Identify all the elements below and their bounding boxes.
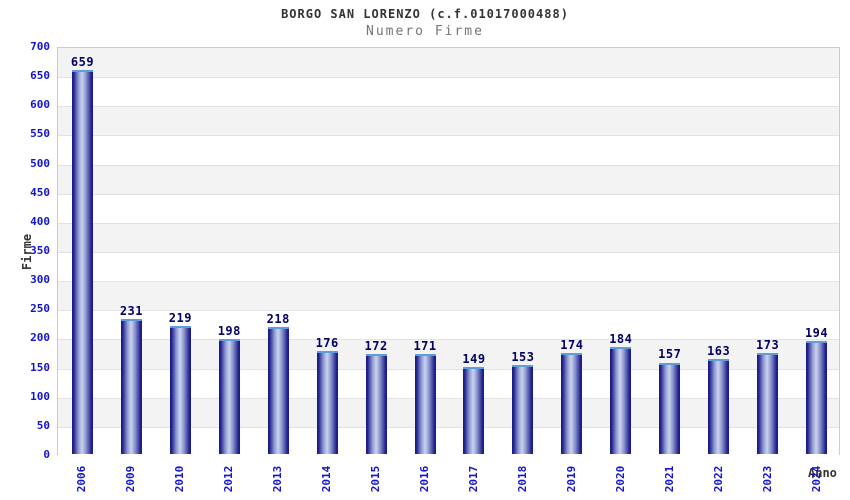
y-tick-label: 450 [30, 185, 50, 199]
y-tick-label: 700 [30, 40, 50, 53]
x-category-label: 2014 [319, 465, 333, 493]
bar-value-label: 149 [462, 352, 486, 367]
bar-2022 [708, 359, 730, 454]
grid-band [58, 281, 839, 311]
x-axis-title-label: Anno [808, 466, 837, 480]
x-category-label: 2015 [368, 465, 382, 493]
y-tick-label: 50 [36, 418, 50, 432]
x-axis-title: Anno [808, 466, 837, 480]
bar-2023 [757, 353, 779, 454]
bar-value-label: 219 [168, 311, 192, 326]
x-category-label: 2013 [270, 465, 284, 493]
bar-2021 [659, 362, 681, 454]
x-category-label: 2006 [74, 465, 88, 493]
bar-2024 [806, 340, 828, 454]
grid-band [58, 222, 839, 252]
y-tick-label: 600 [30, 98, 50, 112]
x-category-label: 2012 [221, 465, 235, 493]
y-tick-label: 650 [30, 69, 50, 83]
bar-2012 [218, 338, 240, 454]
grid-band [58, 77, 839, 107]
grid-band [58, 193, 839, 223]
x-category-label: 2018 [515, 465, 529, 493]
bar-value-label: 163 [707, 343, 731, 358]
bar-2014 [316, 351, 338, 454]
bar-value-label: 184 [609, 331, 633, 346]
bar-value-label: 153 [511, 349, 535, 364]
y-tick-label: 300 [30, 273, 50, 287]
x-category-label: 2009 [123, 465, 137, 493]
bar-2020 [610, 346, 632, 454]
bar-2010 [169, 326, 191, 454]
y-tick-label: 250 [30, 302, 50, 316]
y-tick-label: 150 [30, 360, 50, 374]
x-category-label: 2022 [711, 465, 725, 493]
grid-band [58, 164, 839, 194]
grid-band [58, 252, 839, 282]
bar-value-label: 659 [70, 54, 95, 69]
x-category-label: 2023 [760, 465, 774, 493]
bar-value-label: 194 [804, 325, 829, 340]
bar-2013 [267, 326, 289, 454]
x-category-label: 2021 [662, 465, 676, 493]
y-tick-label: 550 [30, 127, 50, 141]
bar-value-label: 157 [658, 347, 682, 362]
grid-band [58, 106, 839, 136]
x-category-label: 2010 [172, 465, 186, 493]
bar-value-label: 231 [119, 304, 143, 319]
chart-title: BORGO SAN LORENZO (c.f.01017000488) [281, 7, 569, 21]
bar-value-label: 198 [217, 323, 241, 338]
grid-band [58, 135, 839, 165]
bar-value-label: 171 [413, 339, 437, 354]
x-category-label: 2017 [466, 465, 480, 493]
bar-2009 [120, 319, 142, 454]
bar-2006 [71, 69, 93, 454]
y-tick-label: 500 [30, 156, 50, 170]
bar-2017 [463, 367, 485, 454]
bar-value-label: 218 [266, 311, 290, 326]
y-tick-label: 200 [30, 331, 50, 345]
bar-value-label: 172 [364, 338, 388, 353]
chart-subtitle: Numero Firme [366, 24, 484, 39]
plot-area: 659 231 219 198 218 176 172 171 149 153 174 184 157 1… [57, 47, 840, 456]
y-tick-label: 400 [30, 214, 50, 228]
x-category-label: 2024 [809, 465, 823, 493]
grid-band [58, 48, 839, 78]
bar-2019 [561, 352, 583, 454]
y-tick-label: 100 [30, 389, 50, 403]
bar-2015 [365, 353, 387, 454]
y-tick-label: 350 [30, 244, 50, 257]
x-category-label: 2020 [613, 465, 627, 493]
y-tick-label: 0 [43, 448, 50, 461]
bar-value-label: 173 [756, 338, 780, 353]
x-category-label: 2016 [417, 465, 431, 493]
bar-2018 [512, 364, 534, 454]
x-category-label: 2019 [564, 465, 578, 493]
bar-value-label: 176 [315, 336, 339, 351]
bar-2016 [414, 354, 436, 454]
bar-value-label: 174 [560, 337, 584, 352]
